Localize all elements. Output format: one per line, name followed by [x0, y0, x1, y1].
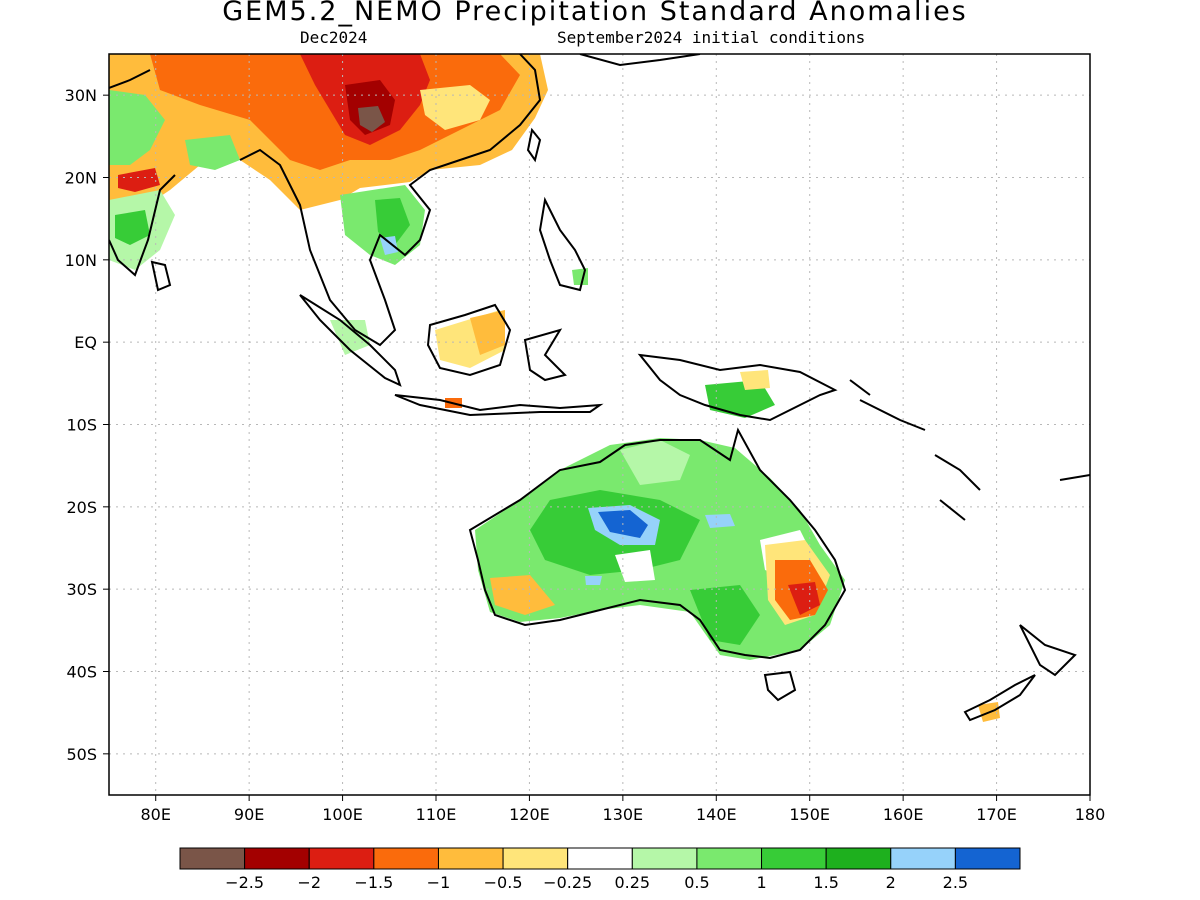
png-green: [705, 380, 775, 418]
lon-tick-label: 120E: [509, 805, 550, 824]
lat-tick-label: EQ: [74, 333, 97, 352]
colorbar-swatch: [308, 847, 375, 870]
china-yellow: [420, 85, 490, 130]
taiwan-coast: [526, 127, 542, 163]
map-title: GEM5.2_NEMO Precipitation Standard Anoma…: [222, 0, 968, 27]
australia-west-orange: [490, 575, 555, 615]
forecast-month: Dec2024: [300, 28, 368, 47]
colorbar-swatch: [761, 847, 827, 870]
colorbar-swatch: [502, 847, 569, 870]
india-green: [109, 90, 165, 165]
colorbar-label: 0.5: [684, 873, 709, 892]
asia-coast: [109, 54, 542, 347]
lat-tick-label: 40S: [66, 663, 97, 682]
anomaly-field: [109, 54, 1000, 722]
longitude-axis: 80E 90E 100E 110E 120E 130E 140E 150E 160E 170E 18…: [140, 795, 1105, 824]
lon-tick-label: 100E: [322, 805, 363, 824]
lon-tick-label: 140E: [696, 805, 737, 824]
australia-east-red: [788, 582, 820, 615]
australia-blue-3: [585, 576, 602, 585]
lat-tick-label: 20N: [65, 169, 97, 188]
colorbar-label: −0.25: [543, 873, 592, 892]
colorbar-label: −2.5: [225, 873, 264, 892]
latitude-axis: 30N 20N 10N EQ 10S 20S 30S 40S 50S: [65, 86, 109, 764]
colorbar-swatch: [373, 847, 439, 870]
coastlines: [109, 54, 1090, 722]
china-brown: [358, 106, 385, 132]
australia-white: [615, 550, 655, 582]
colorbar-legend: −2.5 −2 −1.5 −1 −0.5 −0.25 0.25 0.5 1 1.5 2 2.5: [179, 847, 1021, 892]
colorbar-swatch: [567, 847, 633, 870]
australia-blue-2: [705, 514, 735, 528]
sumatra-coast: [299, 294, 402, 387]
lon-tick-label: 80E: [140, 805, 170, 824]
colorbar-label: −1: [427, 873, 451, 892]
png-coast: [637, 353, 838, 422]
lon-tick-label: 170E: [976, 805, 1017, 824]
colorbar-label: 0.25: [614, 873, 650, 892]
colorbar-label: 2.5: [943, 873, 968, 892]
lat-tick-label: 10S: [66, 416, 97, 435]
lon-tick-label: 150E: [789, 805, 830, 824]
lat-lon-grid: [109, 54, 1090, 795]
initial-conditions: September2024 initial conditions: [557, 28, 866, 47]
colorbar-label: −2: [297, 873, 321, 892]
japan-coast: [579, 54, 701, 67]
colorbar-swatch: [954, 847, 1021, 870]
colorbar-swatch: [437, 847, 504, 870]
colorbar-swatch: [696, 847, 763, 870]
indochina-blue: [380, 236, 398, 255]
lon-tick-label: 90E: [234, 805, 264, 824]
lon-tick-label: 160E: [883, 805, 924, 824]
colorbar-swatch: [890, 847, 956, 870]
lat-tick-label: 30N: [65, 86, 97, 105]
india-green-3: [115, 210, 150, 245]
new-zealand-south: [963, 674, 1036, 722]
lon-tick-label: 180: [1075, 805, 1106, 824]
colorbar-label: −1.5: [354, 873, 393, 892]
sulawesi-coast: [523, 328, 567, 382]
colorbar-swatch: [244, 847, 310, 870]
colorbar-label: 1: [756, 873, 766, 892]
lat-tick-label: 10N: [65, 251, 97, 270]
colorbar-swatch: [179, 847, 246, 870]
colorbar-label: 1.5: [813, 873, 838, 892]
colorbar-label: 2: [886, 873, 896, 892]
india-red: [118, 168, 160, 192]
tasmania-coast: [763, 670, 797, 702]
pacific-islands: [849, 379, 1090, 521]
sumatra-green: [330, 320, 370, 355]
colorbar-label: −0.5: [484, 873, 523, 892]
bengal-green: [185, 135, 240, 170]
colorbar-swatch: [631, 847, 698, 870]
borneo-coast: [426, 303, 512, 377]
australia-coast: [468, 427, 847, 660]
new-zealand-north: [1019, 624, 1077, 677]
lat-tick-label: 50S: [66, 745, 97, 764]
indochina-darkgreen: [375, 198, 410, 245]
philippines-coast: [538, 196, 587, 292]
lon-tick-label: 110E: [416, 805, 457, 824]
colorbar-swatch: [825, 847, 892, 870]
lat-tick-label: 30S: [66, 580, 97, 599]
lon-tick-label: 130E: [603, 805, 644, 824]
java-coast: [394, 394, 604, 417]
png-yellow: [740, 370, 770, 390]
borneo-orange: [470, 310, 505, 355]
australia-lightgreen: [620, 440, 690, 485]
lat-tick-label: 20S: [66, 498, 97, 517]
